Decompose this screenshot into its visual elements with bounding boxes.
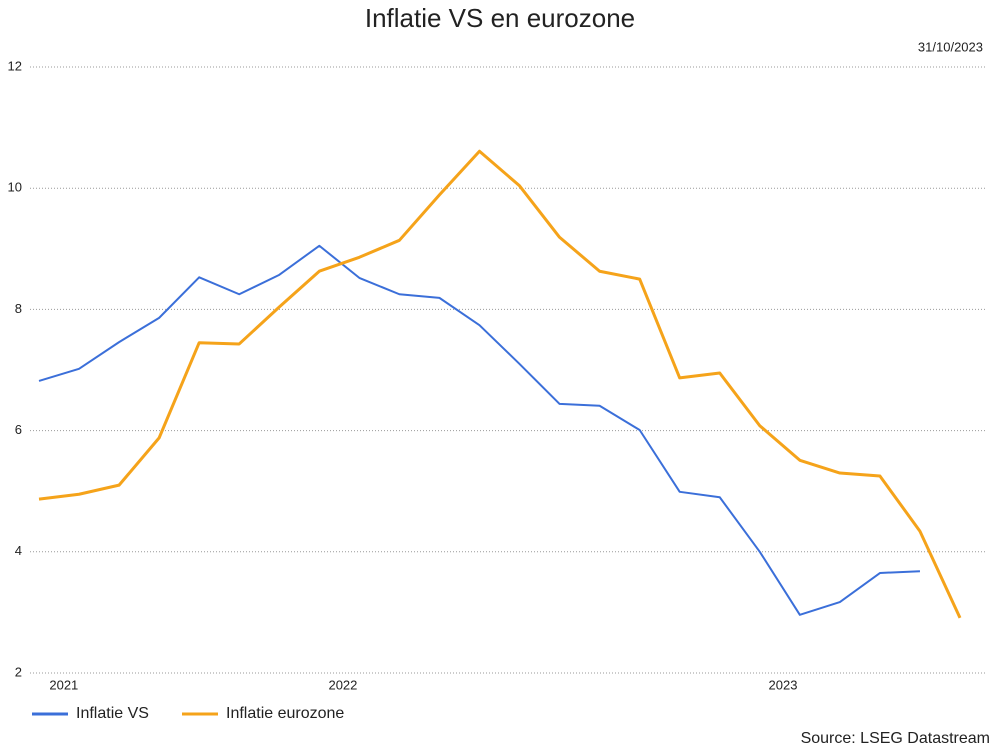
y-tick-label: 12 [8, 58, 22, 73]
y-tick-label: 2 [15, 664, 22, 679]
legend-label: Inflatie eurozone [226, 705, 344, 722]
x-tick-label: 2021 [49, 677, 78, 692]
x-tick-label: 2022 [328, 677, 357, 692]
source-label: Source: LSEG Datastream [801, 730, 990, 747]
legend-label: Inflatie VS [76, 705, 149, 722]
chart-title: Inflatie VS en eurozone [365, 3, 635, 33]
series-line [38, 149, 962, 619]
y-tick-label: 6 [15, 422, 22, 437]
date-label: 31/10/2023 [918, 39, 983, 54]
x-tick-label: 2023 [769, 677, 798, 692]
y-tick-label: 10 [8, 180, 22, 195]
y-tick-label: 8 [15, 301, 22, 316]
series-line [38, 244, 921, 616]
y-tick-label: 4 [15, 543, 22, 558]
